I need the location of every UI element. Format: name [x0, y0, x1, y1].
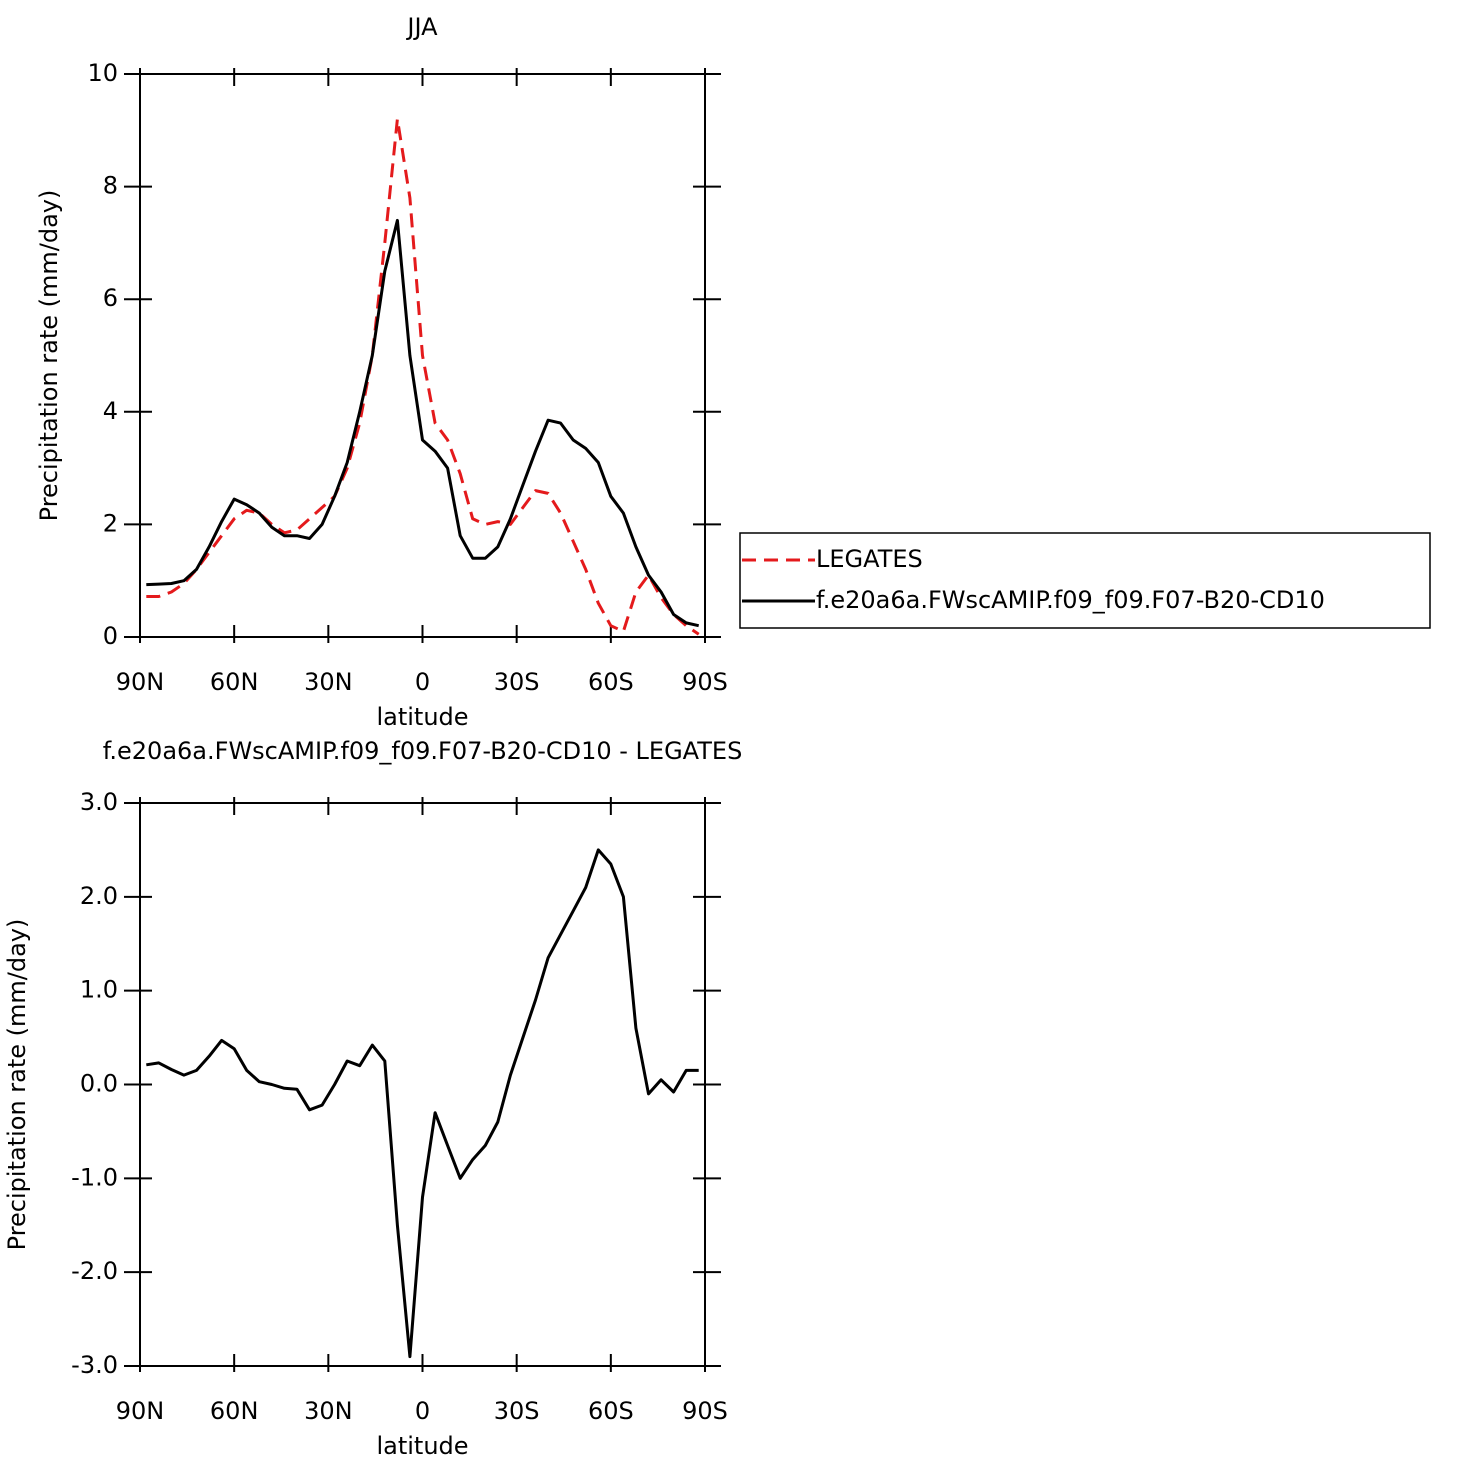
y-tick-label: -1.0 [71, 1163, 118, 1191]
x-axis-label: latitude [376, 703, 468, 731]
y-axis-label: Precipitation rate (mm/day) [35, 190, 63, 522]
x-tick-label: 90S [682, 1397, 728, 1425]
y-tick-label: 6 [103, 284, 118, 312]
x-tick-label: 90N [116, 1397, 165, 1425]
data-line [146, 218, 700, 628]
x-tick-label: 60N [210, 1397, 259, 1425]
x-tick-label: 90S [682, 668, 728, 696]
y-tick-label: -2.0 [71, 1257, 118, 1285]
y-tick-label: 8 [103, 172, 118, 200]
y-tick-label: 3.0 [80, 788, 118, 816]
y-axis-label: Precipitation rate (mm/day) [3, 919, 31, 1251]
x-tick-label: 0 [415, 668, 430, 696]
y-tick-label: 2 [103, 509, 118, 537]
y-tick-label: 0.0 [80, 1070, 118, 1098]
y-tick-label: 0 [103, 622, 118, 650]
y-tick-label: 2.0 [80, 882, 118, 910]
x-tick-label: 60S [588, 1397, 634, 1425]
x-tick-label: 60N [210, 668, 259, 696]
x-tick-label: 60S [588, 668, 634, 696]
legend-box [739, 532, 1431, 629]
x-tick-label: 90N [116, 668, 165, 696]
y-tick-label: 10 [87, 59, 118, 87]
data-line [146, 117, 700, 636]
x-tick-label: 0 [415, 1397, 430, 1425]
y-tick-label: -3.0 [71, 1351, 118, 1379]
chart-title: f.e20a6a.FWscAMIP.f09_f09.F07-B20-CD10 -… [103, 737, 743, 765]
y-tick-label: 4 [103, 397, 118, 425]
x-axis-label: latitude [376, 1432, 468, 1460]
x-tick-label: 30N [304, 1397, 353, 1425]
y-tick-label: 1.0 [80, 976, 118, 1004]
x-tick-label: 30S [494, 668, 540, 696]
data-line [146, 848, 699, 1359]
legend-label: LEGATES [816, 545, 923, 573]
x-tick-label: 30N [304, 668, 353, 696]
x-tick-label: 30S [494, 1397, 540, 1425]
chart-title: JJA [405, 13, 438, 41]
legend-label: f.e20a6a.FWscAMIP.f09_f09.F07-B20-CD10 [816, 586, 1325, 614]
